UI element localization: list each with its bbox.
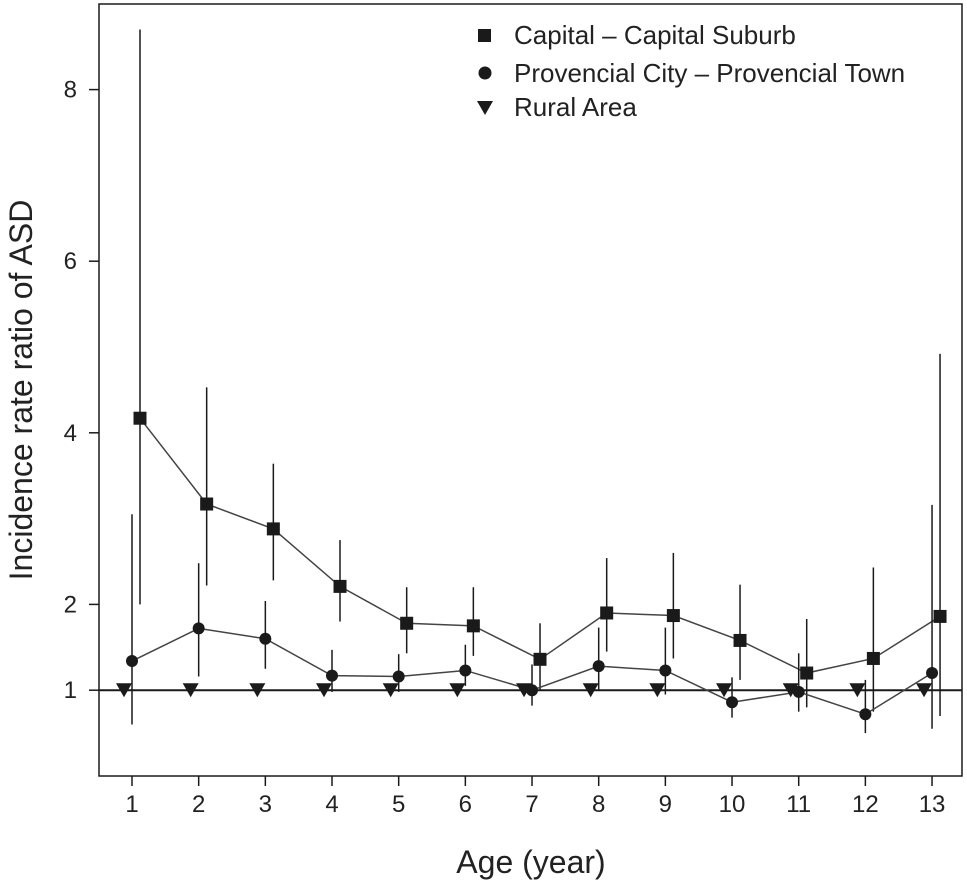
- legend: Capital – Capital Suburb Provencial City…: [477, 20, 905, 122]
- data-point-circle: [726, 696, 739, 709]
- data-point-triangle: [782, 683, 799, 698]
- data-point-square: [666, 609, 680, 623]
- x-tick-label: 7: [525, 791, 538, 818]
- data-point-triangle: [916, 683, 933, 698]
- x-tick-label: 11: [786, 791, 811, 818]
- data-point-circle: [926, 667, 939, 680]
- plot-area-frame: [98, 3, 963, 777]
- data-point-triangle: [249, 683, 266, 698]
- x-tick-label: 1: [125, 791, 138, 818]
- data-point-square: [400, 616, 414, 630]
- legend-label-rural: Rural Area: [514, 92, 637, 122]
- x-tick-label: 4: [325, 791, 338, 818]
- data-point-square: [866, 651, 880, 665]
- series-layer: [115, 29, 947, 734]
- data-point-square: [333, 579, 347, 593]
- legend-item-rural: Rural Area: [477, 92, 637, 122]
- data-point-square: [600, 606, 614, 620]
- data-point-circle: [859, 708, 872, 721]
- legend-label-provincial: Provencial City – Provencial Town: [514, 58, 905, 88]
- data-point-triangle: [649, 683, 666, 698]
- y-axis-title: Incidence rate ratio of ASD: [3, 200, 39, 581]
- data-point-triangle: [182, 683, 199, 698]
- data-point-square: [466, 619, 480, 633]
- x-tick-label: 2: [192, 791, 205, 818]
- x-axis-title: Age (year): [456, 844, 605, 880]
- legend-item-provincial: Provencial City – Provencial Town: [478, 58, 905, 88]
- x-tick-label: 3: [259, 791, 272, 818]
- data-point-square: [533, 652, 547, 666]
- legend-item-capital: Capital – Capital Suburb: [478, 20, 796, 50]
- legend-triangle-marker: [477, 101, 493, 115]
- y-tick-label: 1: [64, 677, 77, 704]
- data-point-triangle: [115, 683, 132, 698]
- data-point-circle: [592, 660, 605, 673]
- data-point-triangle: [382, 683, 399, 698]
- x-tick-label: 10: [719, 791, 746, 818]
- y-tick-label: 8: [64, 77, 77, 104]
- data-point-triangle: [849, 683, 866, 698]
- data-point-circle: [792, 685, 805, 698]
- x-tick-label: 8: [592, 791, 605, 818]
- data-point-triangle: [582, 683, 599, 698]
- legend-square-marker: [478, 29, 491, 42]
- x-tick-label: 6: [459, 791, 472, 818]
- data-point-triangle: [316, 683, 333, 698]
- x-tick-label: 5: [392, 791, 405, 818]
- data-point-circle: [192, 622, 205, 635]
- data-point-square: [800, 666, 814, 680]
- data-point-circle: [326, 669, 339, 682]
- data-point-square: [266, 522, 280, 536]
- data-point-triangle: [716, 683, 733, 698]
- x-tick-label: 12: [852, 791, 879, 818]
- y-tick-label: 4: [64, 420, 77, 447]
- data-point-circle: [126, 655, 138, 668]
- legend-circle-marker: [478, 66, 492, 80]
- data-point-triangle: [449, 683, 466, 698]
- data-point-circle: [259, 632, 272, 645]
- y-tick-label: 2: [64, 591, 77, 618]
- data-point-circle: [459, 664, 472, 677]
- x-tick-label: 13: [919, 791, 946, 818]
- x-tick-label: 9: [659, 791, 672, 818]
- data-point-square: [200, 497, 214, 511]
- data-point-square: [133, 411, 147, 425]
- data-point-triangle: [516, 683, 533, 698]
- data-point-circle: [392, 670, 405, 683]
- legend-label-capital: Capital – Capital Suburb: [514, 20, 796, 50]
- data-point-circle: [659, 664, 672, 677]
- data-point-square: [733, 633, 747, 647]
- data-point-square: [933, 609, 947, 623]
- y-tick-label: 6: [64, 248, 77, 275]
